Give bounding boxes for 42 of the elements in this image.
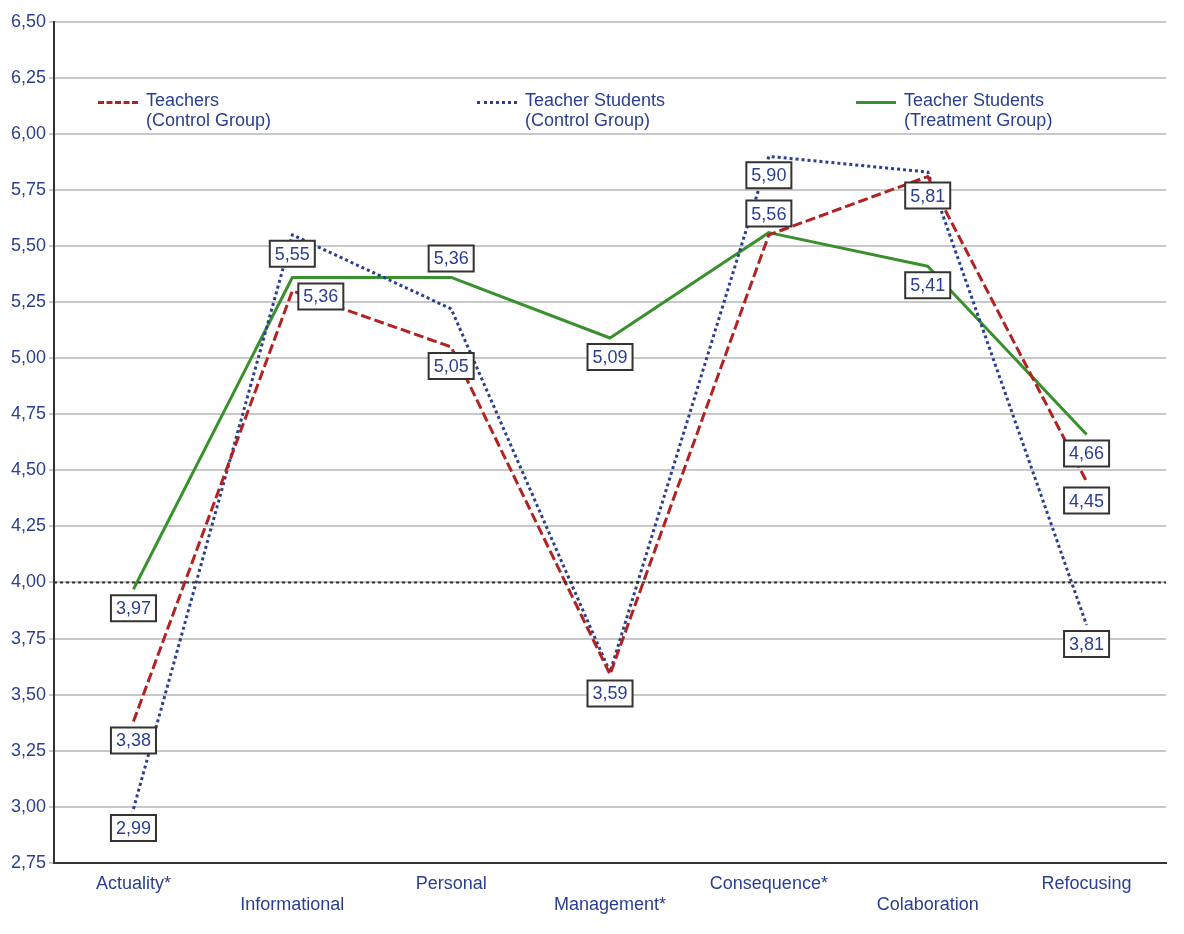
y-tick-label: 4,75 bbox=[10, 403, 47, 424]
y-tick-label: 2,75 bbox=[10, 851, 47, 872]
x-tick-label: Management* bbox=[553, 894, 667, 915]
data-label: 3,59 bbox=[592, 683, 628, 704]
data-label: 5,36 bbox=[433, 248, 469, 269]
data-label: 4,66 bbox=[1069, 443, 1105, 464]
y-tick-label: 4,00 bbox=[10, 571, 47, 592]
data-label: 5,81 bbox=[910, 185, 946, 206]
x-tick-label: Consequence* bbox=[709, 872, 828, 893]
y-tick-label: 3,25 bbox=[10, 739, 47, 760]
data-label: 3,97 bbox=[115, 598, 151, 619]
y-tick-label: 3,50 bbox=[10, 683, 47, 704]
y-tick-label: 5,00 bbox=[10, 347, 47, 368]
y-tick-label: 3,75 bbox=[10, 627, 47, 648]
data-label: 5,56 bbox=[751, 203, 787, 224]
x-tick-label: Personal bbox=[415, 872, 487, 893]
data-label: 5,55 bbox=[274, 243, 310, 264]
data-label: 3,81 bbox=[1069, 634, 1105, 655]
x-tick-label: Refocusing bbox=[1041, 872, 1132, 893]
y-tick-label: 3,00 bbox=[10, 795, 47, 816]
x-tick-label: Actuality* bbox=[95, 872, 171, 893]
data-label: 5,41 bbox=[910, 275, 946, 296]
y-tick-label: 5,25 bbox=[10, 291, 47, 312]
y-tick-label: 4,50 bbox=[10, 459, 47, 480]
y-tick-label: 4,25 bbox=[10, 515, 47, 536]
data-label: 5,09 bbox=[592, 346, 628, 367]
data-label: 5,36 bbox=[303, 286, 339, 307]
x-tick-label: Informational bbox=[240, 894, 345, 915]
x-tick-label: Colaboration bbox=[876, 894, 979, 915]
legend-label: Teacher Students (Control Group) bbox=[525, 90, 666, 130]
y-tick-label: 6,50 bbox=[10, 10, 47, 31]
y-tick-label: 6,00 bbox=[10, 122, 47, 143]
legend-label: Teachers (Control Group) bbox=[146, 90, 272, 130]
legend-label: Teacher Students (Treatment Group) bbox=[904, 90, 1053, 130]
data-label: 3,38 bbox=[115, 730, 151, 751]
data-label: 5,05 bbox=[433, 355, 469, 376]
data-label: 2,99 bbox=[115, 817, 151, 838]
y-tick-label: 5,75 bbox=[10, 178, 47, 199]
data-label: 5,90 bbox=[751, 165, 787, 186]
data-label: 4,45 bbox=[1069, 490, 1105, 511]
y-tick-label: 6,25 bbox=[10, 66, 47, 87]
y-tick-label: 5,50 bbox=[10, 235, 47, 256]
